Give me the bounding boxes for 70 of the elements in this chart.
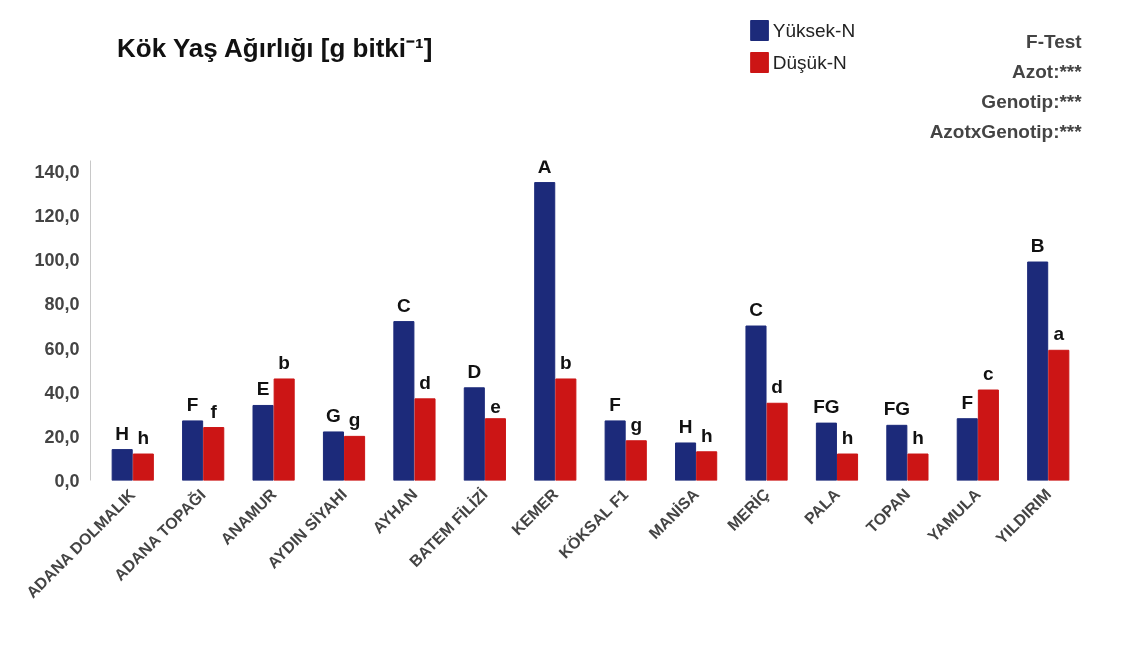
legend-label: Düşük-N <box>772 52 847 73</box>
bar <box>837 453 859 481</box>
y-tick-label: 100,0 <box>34 250 80 271</box>
bar <box>203 427 225 481</box>
bar <box>273 378 295 481</box>
data-label: a <box>1053 323 1065 345</box>
text: F-Test <box>1026 30 1083 52</box>
data-label: g <box>348 409 361 431</box>
bar <box>1027 261 1049 481</box>
data-label: b <box>278 351 290 373</box>
data-label: FG <box>813 396 840 418</box>
bar <box>815 422 837 481</box>
bar <box>907 453 929 481</box>
data-label: F <box>961 391 974 413</box>
bar <box>604 420 626 481</box>
y-tick-label: 140,0 <box>34 162 80 183</box>
text: Genotip:*** <box>981 90 1083 112</box>
bar <box>1048 349 1070 481</box>
y-tick-label: 120,0 <box>34 206 80 227</box>
data-label: b <box>560 351 572 373</box>
y-tick-label: 40,0 <box>44 382 80 403</box>
bar <box>111 449 133 481</box>
bar <box>484 418 506 481</box>
data-label: f <box>210 400 218 422</box>
bar <box>675 442 697 481</box>
text: Azot:*** <box>1011 60 1083 82</box>
data-label: h <box>841 427 854 449</box>
y-tick-label: 80,0 <box>44 294 80 315</box>
data-label: D <box>467 360 482 382</box>
bar <box>252 404 274 481</box>
bar <box>132 453 154 481</box>
bar <box>463 387 485 481</box>
data-label: G <box>326 404 341 426</box>
y-tick-label: 60,0 <box>44 338 80 359</box>
data-label: H <box>115 422 130 444</box>
data-label: g <box>630 413 643 435</box>
data-label: h <box>912 427 924 449</box>
data-label: C <box>749 299 764 321</box>
data-label: h <box>700 424 713 446</box>
bar <box>977 389 999 481</box>
bar <box>414 398 436 481</box>
data-label: F <box>609 393 621 415</box>
data-label: FG <box>883 398 911 420</box>
bar <box>534 182 556 481</box>
data-label: F <box>186 393 199 415</box>
bar <box>344 435 366 481</box>
bar <box>956 418 978 481</box>
y-tick-label: 20,0 <box>44 426 80 447</box>
data-label: h <box>137 427 150 449</box>
legend-label: Yüksek-N <box>772 20 856 41</box>
y-tick-label: 0,0 <box>54 471 80 491</box>
data-label: B <box>1030 235 1045 257</box>
bar <box>766 402 788 481</box>
bar <box>555 378 577 481</box>
bar <box>745 325 767 481</box>
data-label: d <box>771 376 783 398</box>
bar <box>322 431 344 481</box>
bar <box>696 451 718 481</box>
chart-title: Kök Yaş Ağırlığı [g bitki⁻¹] <box>117 32 433 63</box>
text: AzotxGenotip:*** <box>929 120 1083 142</box>
bar <box>625 440 647 481</box>
bar <box>393 321 415 481</box>
data-label: C <box>397 294 412 316</box>
data-label: d <box>419 371 431 393</box>
data-label: E <box>256 378 270 400</box>
data-label: c <box>983 363 995 385</box>
data-label: e <box>490 395 501 417</box>
bar <box>182 420 204 481</box>
data-label: H <box>678 415 693 437</box>
bar <box>886 424 908 481</box>
